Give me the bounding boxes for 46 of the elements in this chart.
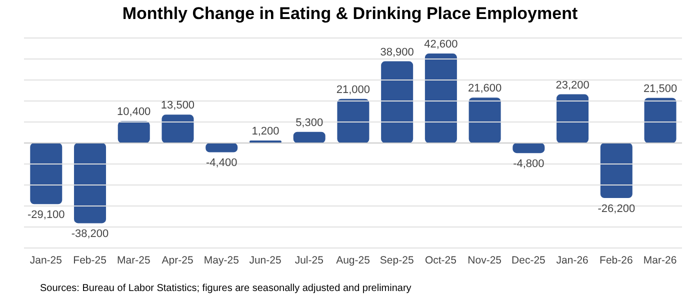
x-tick-label: Sep-25: [380, 254, 414, 266]
x-tick-label: Mar-25: [117, 254, 150, 266]
bar: [381, 61, 414, 143]
data-label: 38,900: [380, 46, 414, 58]
data-label: -29,100: [27, 209, 65, 222]
x-tick-label: Feb-25: [73, 254, 107, 266]
data-label: 21,600: [468, 82, 502, 95]
x-tick-label: Nov-25: [468, 254, 502, 266]
data-label: -4,800: [513, 158, 544, 170]
data-label: 21,500: [643, 82, 678, 95]
data-label: 5,300: [296, 116, 324, 129]
x-tick-label: Jun-25: [249, 254, 282, 266]
data-label: 23,200: [556, 79, 590, 92]
x-tick-label: Oct-25: [424, 254, 457, 266]
data-label: 21,000: [336, 84, 370, 96]
x-tick-label: Jul-25: [294, 254, 324, 266]
x-tick-label: Apr-25: [162, 254, 194, 266]
x-tick-label: Feb-26: [600, 254, 633, 266]
bar: [206, 143, 238, 152]
bar: [556, 94, 589, 143]
data-label: -4,400: [206, 157, 238, 170]
bar: [468, 98, 501, 143]
data-label: -26,200: [598, 203, 636, 216]
data-label: 10,400: [117, 106, 151, 118]
bar: [30, 143, 62, 204]
data-label: 1,200: [252, 125, 280, 138]
x-tick-label: Mar-26: [643, 254, 677, 266]
data-label: -38,200: [71, 228, 109, 240]
source-note: Sources: Bureau of Labor Statistics; figures are seasonally adjusted and preliminary: [40, 283, 412, 294]
x-tick-label: Aug-25: [336, 254, 370, 266]
bar: [644, 98, 676, 143]
x-tick-label: Jan-25: [30, 254, 62, 266]
chart-title: Monthly Change in Eating & Drinking Place Employment: [121, 4, 579, 24]
data-label: 42,600: [424, 38, 458, 51]
bar: [512, 143, 545, 154]
data-label: 13,500: [160, 100, 195, 112]
x-tick-label: May-25: [204, 254, 240, 266]
bar: [118, 121, 150, 143]
x-tick-label: Dec-25: [512, 254, 546, 266]
x-tick-label: Jan-26: [556, 254, 589, 266]
bar: [162, 114, 194, 143]
bar: [600, 143, 632, 198]
bar: [424, 54, 457, 143]
bar: [293, 132, 326, 143]
bar: [337, 98, 370, 143]
bar: [74, 143, 106, 224]
